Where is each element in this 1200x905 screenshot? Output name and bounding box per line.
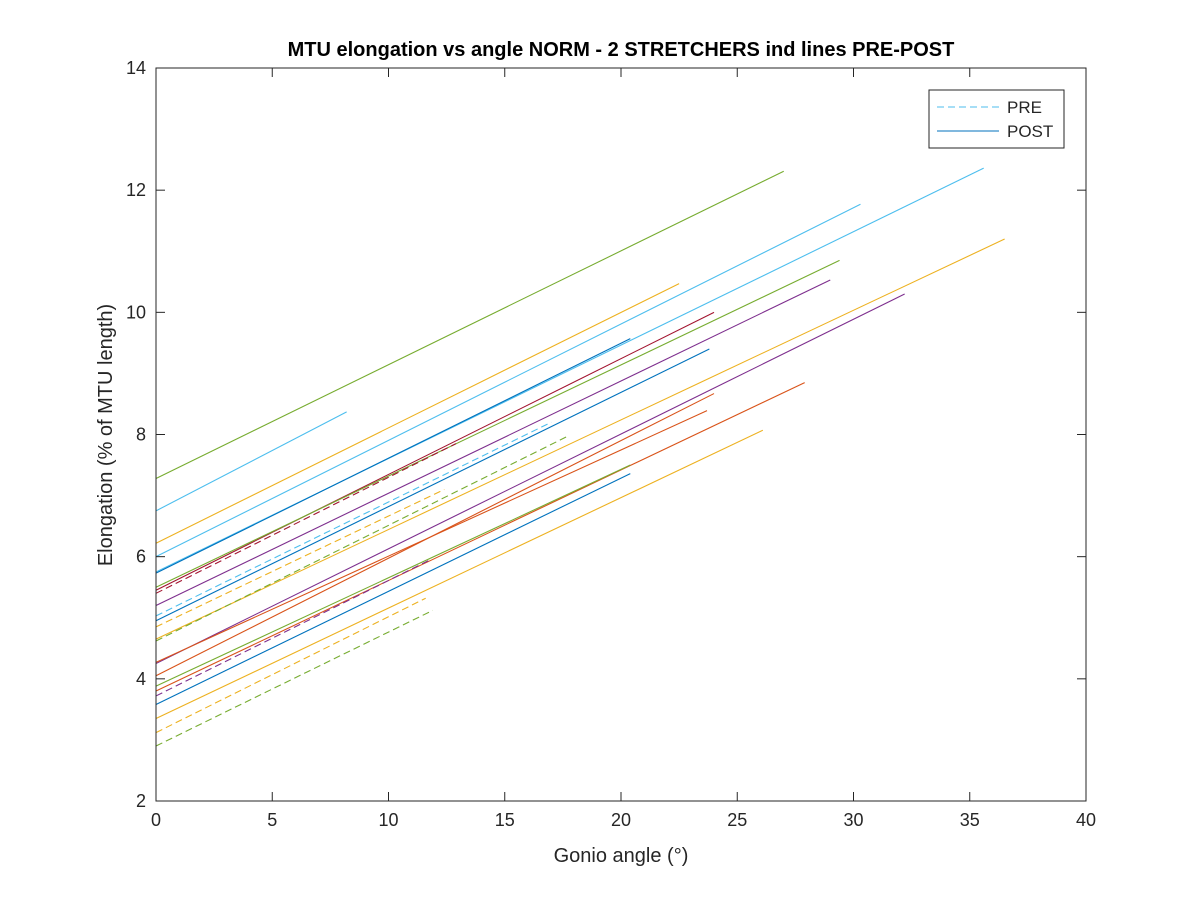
legend-label-post: POST [1007, 122, 1053, 141]
pre-line-19 [155, 421, 552, 617]
post-line-7 [155, 311, 715, 591]
pre-line-20 [155, 443, 457, 594]
y-tick-label: 6 [136, 547, 146, 567]
x-tick-label: 30 [843, 810, 863, 830]
post-line-2 [155, 411, 347, 512]
post-line-16 [155, 464, 631, 687]
post-line-17 [155, 473, 631, 705]
y-tick-label: 2 [136, 791, 146, 811]
pre-line-23 [155, 559, 431, 697]
y-tick-label: 10 [126, 302, 146, 322]
post-line-15 [155, 382, 805, 692]
y-tick-label: 8 [136, 425, 146, 445]
post-line-8 [155, 259, 840, 588]
x-tick-label: 10 [378, 810, 398, 830]
legend-label-pre: PRE [1007, 98, 1042, 117]
y-tick-label: 12 [126, 180, 146, 200]
pre-line-24 [155, 597, 426, 734]
y-tick-label: 4 [136, 669, 146, 689]
x-tick-label: 35 [960, 810, 980, 830]
legend: PRE POST [928, 89, 1065, 149]
chart-title: MTU elongation vs angle NORM - 2 STRETCH… [288, 39, 955, 61]
post-line-9 [155, 279, 831, 607]
x-axis-label: Gonio angle (°) [554, 845, 689, 867]
post-line-12 [155, 293, 905, 665]
pre-line-21 [155, 488, 445, 628]
x-tick-label: 40 [1076, 810, 1096, 830]
post-line-4 [155, 203, 861, 558]
legend-box [928, 89, 1065, 149]
y-tick-label: 14 [126, 58, 146, 78]
x-tick-label: 15 [495, 810, 515, 830]
x-tick-label: 0 [151, 810, 161, 830]
x-tick-label: 25 [727, 810, 747, 830]
post-line-3 [155, 283, 680, 544]
post-line-6 [155, 338, 631, 574]
x-tick-label: 20 [611, 810, 631, 830]
post-line-14 [155, 410, 708, 663]
post-line-10 [155, 238, 1005, 640]
x-tick-label: 5 [267, 810, 277, 830]
post-line-1 [155, 170, 784, 479]
post-line-18 [155, 429, 764, 720]
y-axis-label: Elongation (% of MTU length) [95, 304, 117, 566]
post-line-11 [155, 348, 710, 622]
pre-line-25 [155, 609, 433, 747]
